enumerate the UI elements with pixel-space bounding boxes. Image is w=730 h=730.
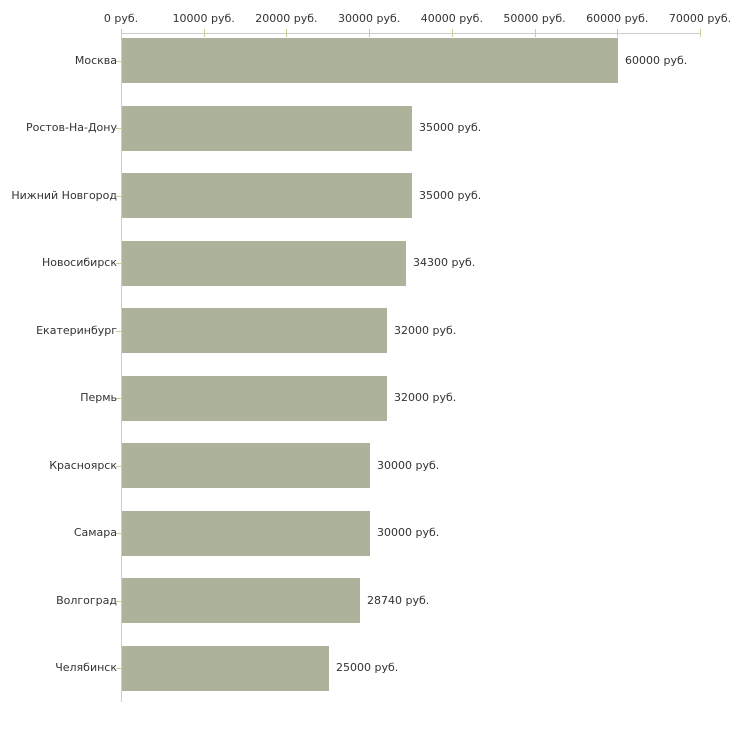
bar <box>122 511 370 556</box>
x-tick-mark <box>617 29 619 37</box>
y-tick-mark <box>116 263 121 264</box>
x-tick-label: 70000 руб. <box>668 12 730 25</box>
category-label: Пермь <box>80 391 117 404</box>
value-label: 30000 руб. <box>377 459 440 472</box>
bar <box>122 578 360 623</box>
x-tick-mark <box>286 29 288 37</box>
x-tick-label: 0 руб. <box>103 12 139 25</box>
y-tick-mark <box>116 331 121 332</box>
bar <box>122 38 618 83</box>
bar <box>122 646 329 691</box>
x-tick-label: 10000 руб. <box>172 12 235 25</box>
x-tick-mark <box>369 29 371 37</box>
value-label: 32000 руб. <box>394 324 457 337</box>
x-tick-label: 40000 руб. <box>420 12 483 25</box>
value-label: 35000 руб. <box>419 121 482 134</box>
bar <box>122 308 387 353</box>
value-label: 25000 руб. <box>336 661 399 674</box>
x-tick-mark <box>121 29 122 37</box>
category-label: Красноярск <box>49 459 117 472</box>
category-label: Москва <box>74 54 117 67</box>
category-label: Волгоград <box>56 594 117 607</box>
x-axis-line <box>121 33 701 34</box>
x-tick-label: 60000 руб. <box>586 12 649 25</box>
bar <box>122 106 412 151</box>
x-tick-mark <box>451 29 453 37</box>
category-label: Екатеринбург <box>36 324 117 337</box>
x-tick-mark <box>534 29 536 37</box>
value-label: 32000 руб. <box>394 391 457 404</box>
y-tick-mark <box>116 668 121 669</box>
category-label: Нижний Новгород <box>11 189 117 202</box>
x-tick-label: 30000 руб. <box>338 12 401 25</box>
category-label: Новосибирск <box>41 256 117 269</box>
y-tick-mark <box>116 128 121 129</box>
bar <box>122 173 412 218</box>
value-label: 60000 руб. <box>625 54 688 67</box>
bar <box>122 443 370 488</box>
x-tick-label: 20000 руб. <box>255 12 318 25</box>
y-tick-mark <box>116 533 121 534</box>
x-tick-mark <box>700 29 701 37</box>
category-label: Самара <box>73 526 117 539</box>
y-tick-mark <box>116 398 121 399</box>
value-label: 34300 руб. <box>413 256 476 269</box>
bar <box>122 241 406 286</box>
y-tick-mark <box>116 601 121 602</box>
x-tick-mark <box>203 29 205 37</box>
bar <box>122 376 387 421</box>
value-label: 30000 руб. <box>377 526 440 539</box>
x-tick-label: 50000 руб. <box>503 12 566 25</box>
y-tick-mark <box>116 466 121 467</box>
y-axis-line <box>121 33 122 702</box>
y-tick-mark <box>116 61 121 62</box>
value-label: 28740 руб. <box>367 594 430 607</box>
y-tick-mark <box>116 196 121 197</box>
category-label: Челябинск <box>55 661 117 674</box>
value-label: 35000 руб. <box>419 189 482 202</box>
category-label: Ростов-На-Дону <box>25 121 117 134</box>
